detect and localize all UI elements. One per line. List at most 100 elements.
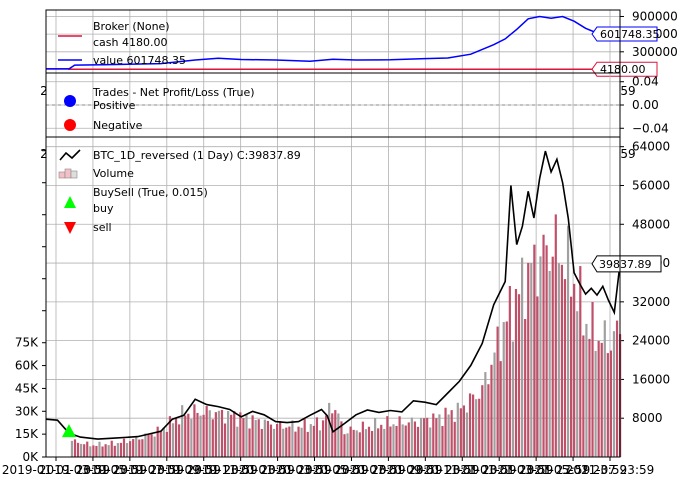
- volume-bar: [260, 428, 263, 457]
- volume-bar: [435, 418, 438, 457]
- volume-bars: [70, 214, 622, 457]
- price-tag-box: [591, 255, 662, 273]
- x-tick-label: 2019-03-01 23:59: [39, 463, 147, 477]
- volume-bar: [272, 428, 276, 457]
- volume-bar: [80, 443, 83, 457]
- volume-bar: [419, 417, 423, 457]
- volume-bar: [227, 411, 230, 457]
- volume-bar: [248, 428, 251, 457]
- volume-bar: [597, 340, 600, 457]
- trades-legend-positive: Positive: [93, 99, 136, 112]
- volume-bar: [116, 443, 119, 457]
- volume-bar: [579, 266, 582, 457]
- volume-bar: [104, 444, 107, 457]
- broker-tag-label: 601748.35: [600, 28, 660, 41]
- broker-legend-label: value 601748.35: [93, 54, 186, 67]
- volume-legend-icon: [64, 168, 72, 179]
- broker-tag-box: [591, 26, 658, 42]
- volume-bar: [600, 342, 603, 457]
- volume-bar: [125, 443, 129, 457]
- volume-bar: [496, 326, 499, 457]
- volume-bar: [279, 421, 282, 457]
- price-ytick-label: 56000: [632, 178, 670, 192]
- volume-bar: [438, 414, 441, 457]
- volume-bar: [217, 410, 221, 457]
- volume-bar: [447, 414, 450, 457]
- volume-bar: [514, 289, 518, 457]
- volume-bar: [407, 422, 410, 457]
- volume-bar: [187, 413, 190, 457]
- volume-bar: [539, 256, 542, 457]
- volume-bar: [312, 425, 315, 457]
- volume-bar: [303, 419, 306, 457]
- volume-bar: [517, 294, 521, 457]
- volume-bar: [141, 439, 144, 457]
- price-ytick-label: 32000: [632, 295, 670, 309]
- volume-bar: [380, 424, 383, 457]
- volume-bar: [190, 418, 193, 457]
- volume-bar: [609, 350, 613, 457]
- volume-bar: [374, 418, 377, 457]
- volume-bar: [566, 225, 570, 457]
- volume-bar: [220, 409, 224, 457]
- volume-bar: [615, 320, 619, 457]
- volume-bar: [300, 427, 303, 457]
- sell-legend-label: sell: [93, 221, 112, 234]
- volume-bar: [594, 350, 597, 457]
- volume-bar: [171, 423, 175, 457]
- broker-x-remnant-right: 59: [620, 84, 635, 98]
- volume-bar: [202, 414, 205, 457]
- trades-negative-marker: [64, 119, 76, 131]
- volume-bar: [370, 430, 374, 457]
- broker-x-remnant: 2: [40, 84, 48, 98]
- volume-bar: [441, 425, 444, 457]
- volume-bar: [297, 426, 300, 457]
- volume-bar: [159, 430, 162, 457]
- trades-ytick-label: 0.04: [632, 75, 659, 89]
- x-tick-label: 2020-03-01 23:59: [260, 463, 368, 477]
- volume-bar: [242, 418, 245, 457]
- volume-bar: [138, 439, 141, 457]
- volume-bar: [456, 402, 459, 457]
- volume-bar: [481, 385, 484, 457]
- volume-bar: [147, 433, 150, 457]
- volume-bar: [337, 413, 340, 457]
- volume-bar: [208, 410, 211, 457]
- volume-bar: [585, 323, 588, 457]
- price-ytick-label: 24000: [632, 334, 670, 348]
- volume-bar: [527, 262, 530, 457]
- volume-bar: [306, 431, 309, 457]
- volume-bar: [309, 424, 312, 457]
- volume-bar: [83, 444, 86, 457]
- volume-bar: [334, 410, 337, 457]
- volume-bar: [122, 438, 126, 457]
- broker-ytick-label: 300000: [632, 45, 678, 59]
- volume-bar: [459, 408, 462, 457]
- volume-bar: [184, 415, 187, 457]
- volume-bar: [475, 399, 478, 457]
- volume-bar: [86, 441, 89, 457]
- price-tag-label: 39837.89: [599, 258, 652, 271]
- volume-bar: [453, 421, 456, 457]
- volume-bar: [101, 446, 104, 457]
- volume-bar: [254, 419, 257, 457]
- volume-bar: [214, 412, 217, 457]
- volume-bar: [236, 426, 239, 457]
- volume-bar: [386, 416, 389, 457]
- volume-bar: [416, 426, 420, 457]
- volume-bar: [560, 264, 564, 457]
- volume-bar: [205, 406, 208, 457]
- volume-bar: [361, 421, 364, 457]
- volume-bar: [499, 361, 502, 457]
- volume-bar: [276, 424, 279, 457]
- volume-bar: [129, 441, 132, 457]
- volume-bar: [444, 407, 447, 457]
- buy-marker: [61, 424, 76, 438]
- x-tick-label: 2021-05-01 23:59: [519, 463, 627, 477]
- trades-ytick-label: 0.00: [632, 98, 659, 112]
- volume-bar: [95, 445, 98, 457]
- volume-bar: [511, 341, 515, 457]
- x-tick-label: 2019-09-01 23:59: [150, 463, 258, 477]
- price-close-line: [45, 150, 621, 440]
- volume-bar: [521, 257, 524, 457]
